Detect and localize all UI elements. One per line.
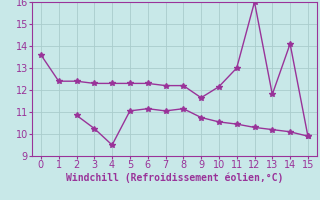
X-axis label: Windchill (Refroidissement éolien,°C): Windchill (Refroidissement éolien,°C) (66, 173, 283, 183)
